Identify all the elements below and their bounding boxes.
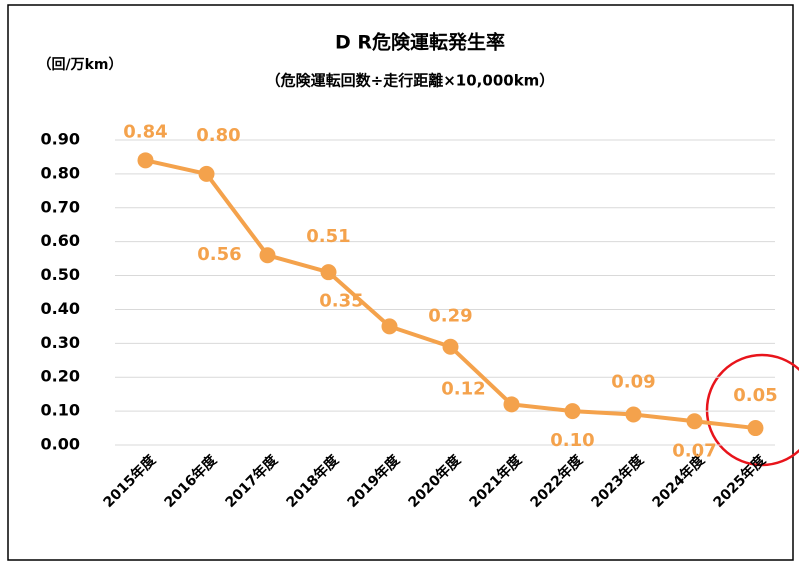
marker bbox=[747, 420, 764, 437]
chart-title: D R危険運転発生率 bbox=[335, 31, 505, 54]
data-label: 0.10 bbox=[550, 430, 594, 451]
data-label: 0.35 bbox=[319, 290, 363, 311]
data-label: 0.09 bbox=[611, 372, 655, 393]
y-tick-label: 0.70 bbox=[41, 197, 80, 216]
y-tick-label: 0.90 bbox=[41, 130, 80, 149]
y-tick-label: 0.60 bbox=[41, 231, 80, 250]
data-label: 0.51 bbox=[306, 226, 350, 247]
chart-subtitle: （危険運転回数÷走行距離×10,000km） bbox=[266, 72, 555, 90]
data-label: 0.84 bbox=[123, 121, 167, 142]
marker bbox=[381, 318, 398, 335]
marker bbox=[137, 152, 154, 169]
y-tick-label: 0.30 bbox=[41, 333, 80, 352]
marker bbox=[198, 165, 215, 182]
marker bbox=[564, 403, 581, 420]
y-tick-label: 0.00 bbox=[41, 435, 80, 454]
y-tick-label: 0.40 bbox=[41, 299, 80, 318]
marker bbox=[259, 247, 276, 264]
marker bbox=[625, 406, 642, 423]
y-tick-label: 0.10 bbox=[41, 401, 80, 420]
marker bbox=[442, 338, 459, 355]
marker bbox=[686, 413, 703, 430]
chart-border bbox=[7, 4, 794, 561]
y-tick-label: 0.80 bbox=[41, 163, 80, 182]
data-label: 0.12 bbox=[441, 378, 485, 399]
y-axis-label: （回/万km） bbox=[37, 57, 122, 73]
y-tick-label: 0.50 bbox=[41, 265, 80, 284]
marker bbox=[503, 396, 520, 413]
y-tick-label: 0.20 bbox=[41, 367, 80, 386]
marker bbox=[320, 264, 337, 281]
data-label: 0.05 bbox=[733, 385, 777, 406]
data-label: 0.56 bbox=[197, 244, 241, 265]
highlight-circle bbox=[705, 353, 799, 467]
data-label: 0.29 bbox=[428, 306, 472, 327]
data-label: 0.80 bbox=[196, 125, 240, 146]
data-label: 0.07 bbox=[672, 440, 716, 461]
